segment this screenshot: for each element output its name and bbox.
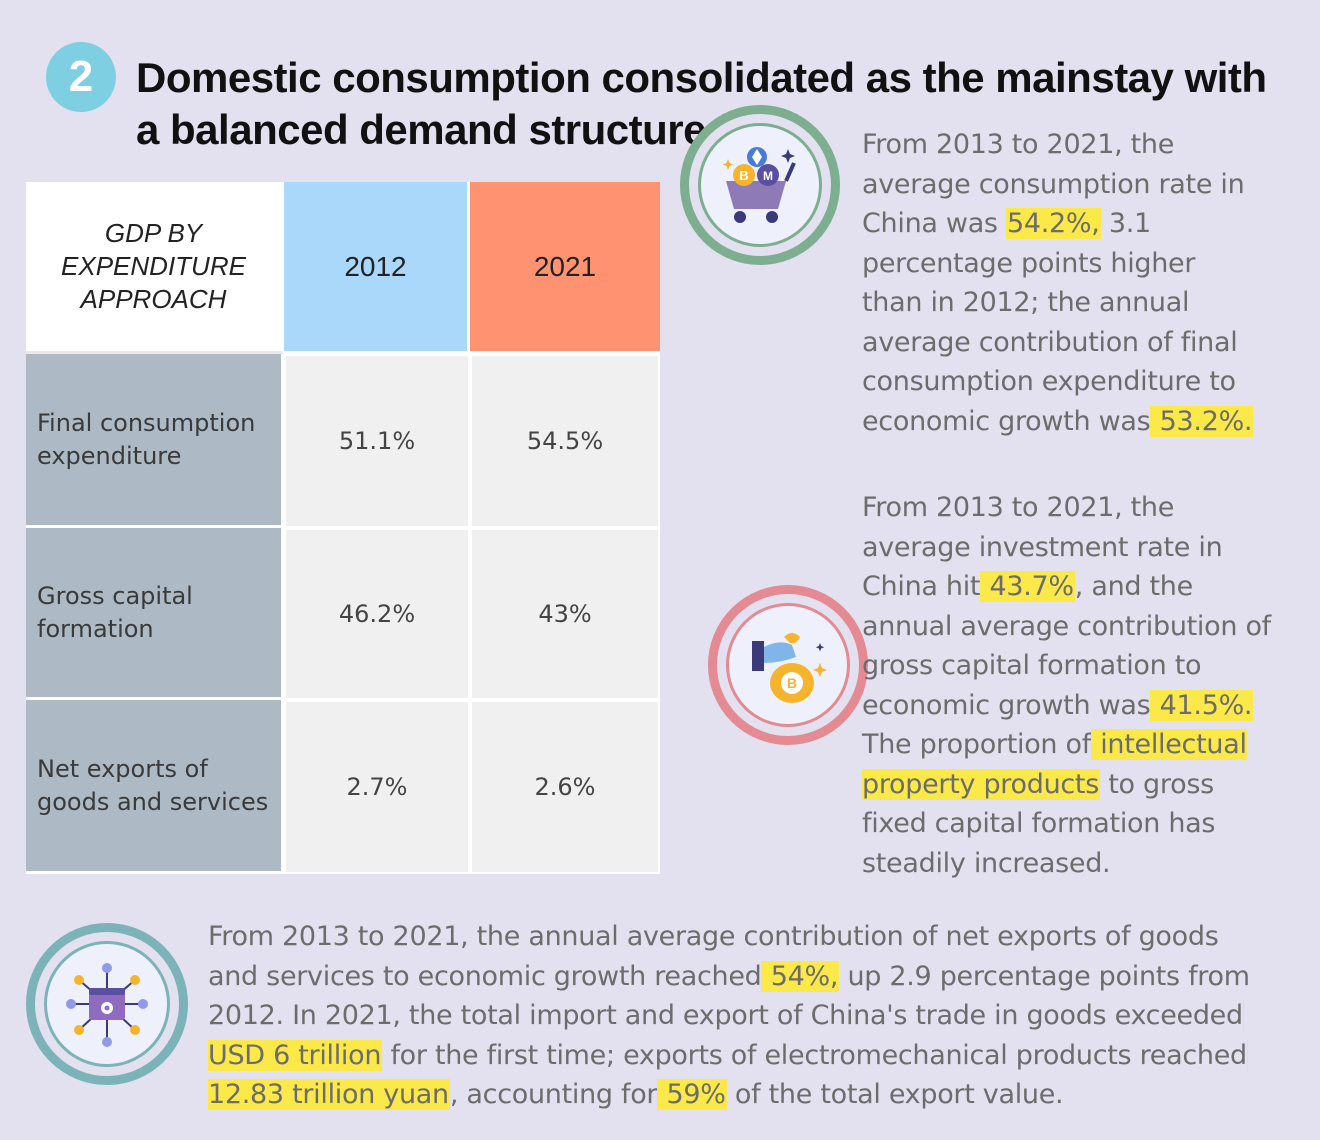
svg-text:B: B [739,168,748,183]
highlight: 43.7% [980,571,1075,602]
crypto-cart-icon: B M [722,147,796,223]
cell-consumption-2021: 54.5% [470,354,660,528]
chip-network-icon [66,963,148,1047]
cell-capital-2012: 46.2% [284,528,470,700]
consumption-icon-ring: B M [680,105,840,265]
svg-text:B: B [787,675,797,691]
table-header-2012: 2012 [284,182,470,354]
text: 3.1 percentage points higher than in 201… [862,208,1238,437]
text: , accounting for [449,1079,658,1110]
cell-consumption-2012: 51.1% [284,354,470,528]
investment-icon-ring: B [708,585,868,745]
text: The proportion of [862,729,1091,760]
table-header-label: GDP BY EXPENDITURE APPROACH [26,182,284,354]
row-label-capital: Gross capital formation [26,528,284,700]
highlight: 53.2%. [1150,405,1254,437]
gdp-expenditure-table: GDP BY EXPENDITURE APPROACH 2012 2021 Fi… [26,182,660,874]
text: up 2.9 percentage points from 2012. In 2… [208,960,1250,1032]
text: , and the annual average contribution of… [862,571,1271,721]
highlight: 41.5%. [1150,689,1254,721]
cell-net-exports-2021: 2.6% [470,700,660,874]
highlight: 59% [657,1079,727,1110]
exports-paragraph: From 2013 to 2021, the annual average co… [208,917,1268,1115]
cell-capital-2021: 43% [470,528,660,700]
text: From 2013 to 2021, the average consumpti… [862,129,1245,239]
row-label-net-exports: Net exports of goods and services [26,700,284,874]
exports-icon-ring [26,923,188,1085]
svg-text:M: M [763,169,773,183]
text: From 2013 to 2021, the annual average co… [208,921,1219,992]
consumption-paragraph: From 2013 to 2021, the average consumpti… [862,125,1262,441]
table-header-2021: 2021 [470,182,660,354]
text: for the first time; exports of electrome… [382,1039,1247,1071]
bitcoin-money-bag-icon: B [752,633,827,703]
text: From 2013 to 2021, the average investmen… [862,492,1223,602]
text: of the total export value. [726,1079,1064,1110]
page-title: Domestic consumption consolidated as the… [136,54,1267,153]
section-number-badge: 2 [46,42,116,112]
row-label-consumption: Final consumption expenditure [26,354,284,528]
highlight: 54%, [761,960,840,992]
cell-net-exports-2012: 2.7% [284,700,470,874]
investment-paragraph: From 2013 to 2021, the average investmen… [862,488,1282,883]
text: to gross fixed capital formation has ste… [862,768,1216,879]
highlight: 54.2%, [1005,208,1101,239]
